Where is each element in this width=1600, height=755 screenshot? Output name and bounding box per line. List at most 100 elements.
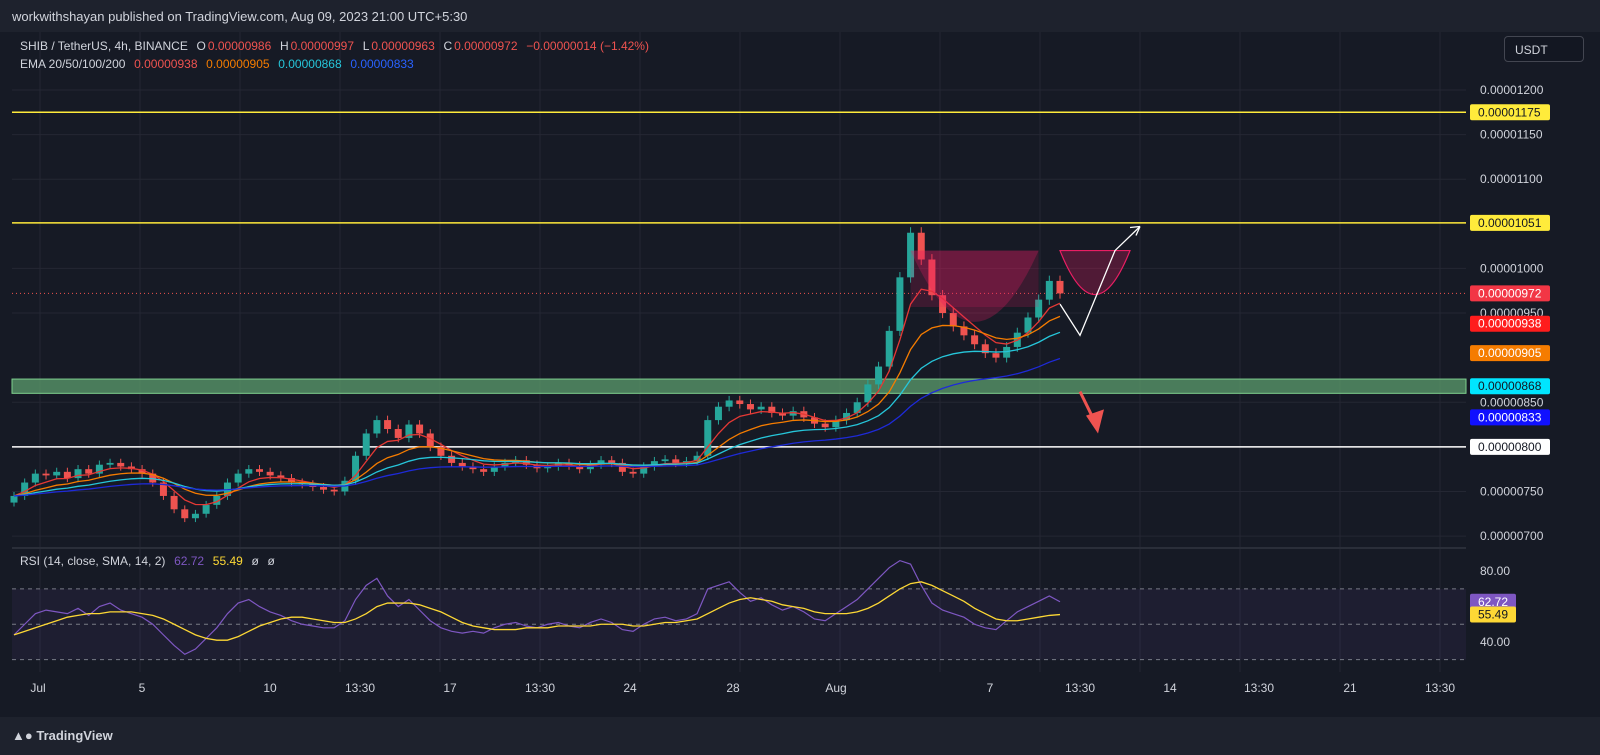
- cup-rectangle: [910, 250, 1039, 308]
- time-axis-label: Jul: [30, 681, 45, 695]
- open-value: 0.00000986: [207, 39, 272, 53]
- high-label: H: [279, 39, 289, 53]
- time-axis-label: 14: [1163, 681, 1177, 695]
- rsi-value-tag-bg: [1470, 593, 1516, 610]
- candle-body: [661, 459, 669, 462]
- time-axis-label: Aug: [825, 681, 846, 695]
- candle-body: [672, 459, 680, 463]
- candle-body: [405, 424, 413, 438]
- ema50-value: 0.00000905: [206, 57, 270, 71]
- candle-body: [565, 462, 573, 466]
- candle-body: [159, 482, 167, 496]
- candle-body: [469, 466, 477, 470]
- candle-body: [31, 473, 39, 483]
- time-axis-label: 13:30: [1425, 681, 1455, 695]
- candle-body: [320, 487, 328, 490]
- time-axis-label: 10: [263, 681, 277, 695]
- price-chart[interactable]: 0.00001200 0.00001150 0.00001100 0.00001000…: [0, 0, 1600, 717]
- rsi-label: RSI (14, close, SMA, 14, 2): [20, 554, 166, 568]
- candle-body: [618, 462, 626, 472]
- rsi-extra-1: ø: [251, 554, 259, 568]
- candle-body: [693, 455, 701, 462]
- open-label: O: [196, 39, 206, 53]
- ema200-value: 0.00000833: [350, 57, 414, 71]
- support-zone: [11, 378, 1467, 394]
- candle-body: [63, 471, 71, 479]
- candle-body: [650, 461, 658, 467]
- level-price-tag: 0.00000800: [1478, 440, 1542, 454]
- candle-body: [939, 295, 947, 314]
- candle-body: [85, 469, 93, 474]
- candle-body: [74, 469, 82, 479]
- level-price-tag-bg: [1470, 438, 1550, 455]
- ema-price-tag: 0.00000868: [1478, 379, 1542, 393]
- candle-body: [640, 466, 648, 474]
- ema-legend[interactable]: EMA 20/50/100/200 0.00000938 0.00000905 …: [20, 57, 416, 71]
- publisher-text: workwithshayan published on TradingView.…: [12, 9, 468, 24]
- close-label: C: [443, 39, 453, 53]
- candle-body: [714, 406, 722, 421]
- candle-body: [191, 513, 199, 519]
- candle-body: [843, 412, 851, 421]
- level-price-tag: 0.00001051: [1478, 216, 1542, 230]
- change-value: −0.00000014 (−1.42%): [526, 39, 649, 53]
- candle-body: [416, 424, 424, 434]
- candle-body: [949, 313, 957, 327]
- rsi-axis-label: 80.00: [1480, 564, 1510, 578]
- candle-body: [778, 412, 786, 416]
- ema-label: EMA 20/50/100/200: [20, 57, 126, 71]
- currency-button[interactable]: USDT: [1504, 36, 1584, 62]
- last-price-tag: 0.00000972: [1478, 286, 1542, 300]
- candle-body: [576, 465, 584, 470]
- candle-body: [394, 429, 402, 438]
- symbol-legend: SHIB / TetherUS, 4h, BINANCE O 0.00000986…: [20, 39, 651, 53]
- candle-body: [117, 462, 125, 467]
- candle-body: [277, 475, 285, 479]
- footer-bar: ▲● TradingView: [0, 717, 1600, 755]
- chart-frame[interactable]: [10, 32, 1590, 717]
- candle-body: [746, 404, 754, 410]
- candle-body: [1056, 280, 1064, 294]
- candle-body: [448, 455, 456, 463]
- candle-body: [960, 326, 968, 336]
- candle-body: [853, 402, 861, 413]
- candle-body: [106, 462, 114, 465]
- level-price-tag: 0.00001175: [1478, 105, 1541, 119]
- candle-body: [10, 495, 18, 503]
- ema-price-tag: 0.00000833: [1478, 410, 1542, 424]
- bullish-projection-arrow: [1059, 226, 1141, 337]
- publisher-bar: workwithshayan published on TradingView.…: [0, 0, 1600, 32]
- price-axis-label: 0.00001200: [1480, 83, 1544, 97]
- rsi-sma-value: 55.49: [212, 554, 243, 568]
- candle-body: [266, 471, 274, 476]
- last-price-tag-bg: [1470, 285, 1550, 302]
- candle-body: [458, 462, 466, 467]
- candle-body: [170, 495, 178, 510]
- time-axis-label: 28: [726, 681, 740, 695]
- ema200-line: [13, 357, 1061, 497]
- rsi-legend[interactable]: RSI (14, close, SMA, 14, 2) 62.72 55.49 …: [20, 554, 277, 568]
- ema-price-tag-bg: [1470, 409, 1550, 426]
- ema-price-tag-bg: [1470, 315, 1550, 332]
- candle-body: [885, 330, 893, 367]
- time-axis-label: 13:30: [525, 681, 555, 695]
- tradingview-logo: ▲● TradingView: [12, 728, 113, 743]
- cup-pattern: [910, 250, 1039, 322]
- candle-body: [875, 366, 883, 385]
- candle-body: [21, 482, 29, 496]
- price-axis-label: 0.00001100: [1480, 172, 1543, 186]
- handle-pattern: [1059, 249, 1131, 295]
- candle-body: [288, 478, 296, 483]
- ema100-line: [13, 331, 1061, 497]
- time-axis-label: 13:30: [345, 681, 375, 695]
- level-price-tag-bg: [1470, 104, 1550, 121]
- price-axis-label: 0.00001150: [1480, 128, 1543, 142]
- time-axis-label: 24: [623, 681, 637, 695]
- candle-body: [1024, 317, 1032, 333]
- candle-body: [971, 335, 979, 345]
- close-value: 0.00000972: [454, 39, 518, 53]
- symbol-name: SHIB / TetherUS, 4h, BINANCE: [20, 39, 188, 53]
- candle-body: [362, 433, 370, 456]
- time-axis-label: 13:30: [1244, 681, 1274, 695]
- candle-body: [53, 471, 61, 476]
